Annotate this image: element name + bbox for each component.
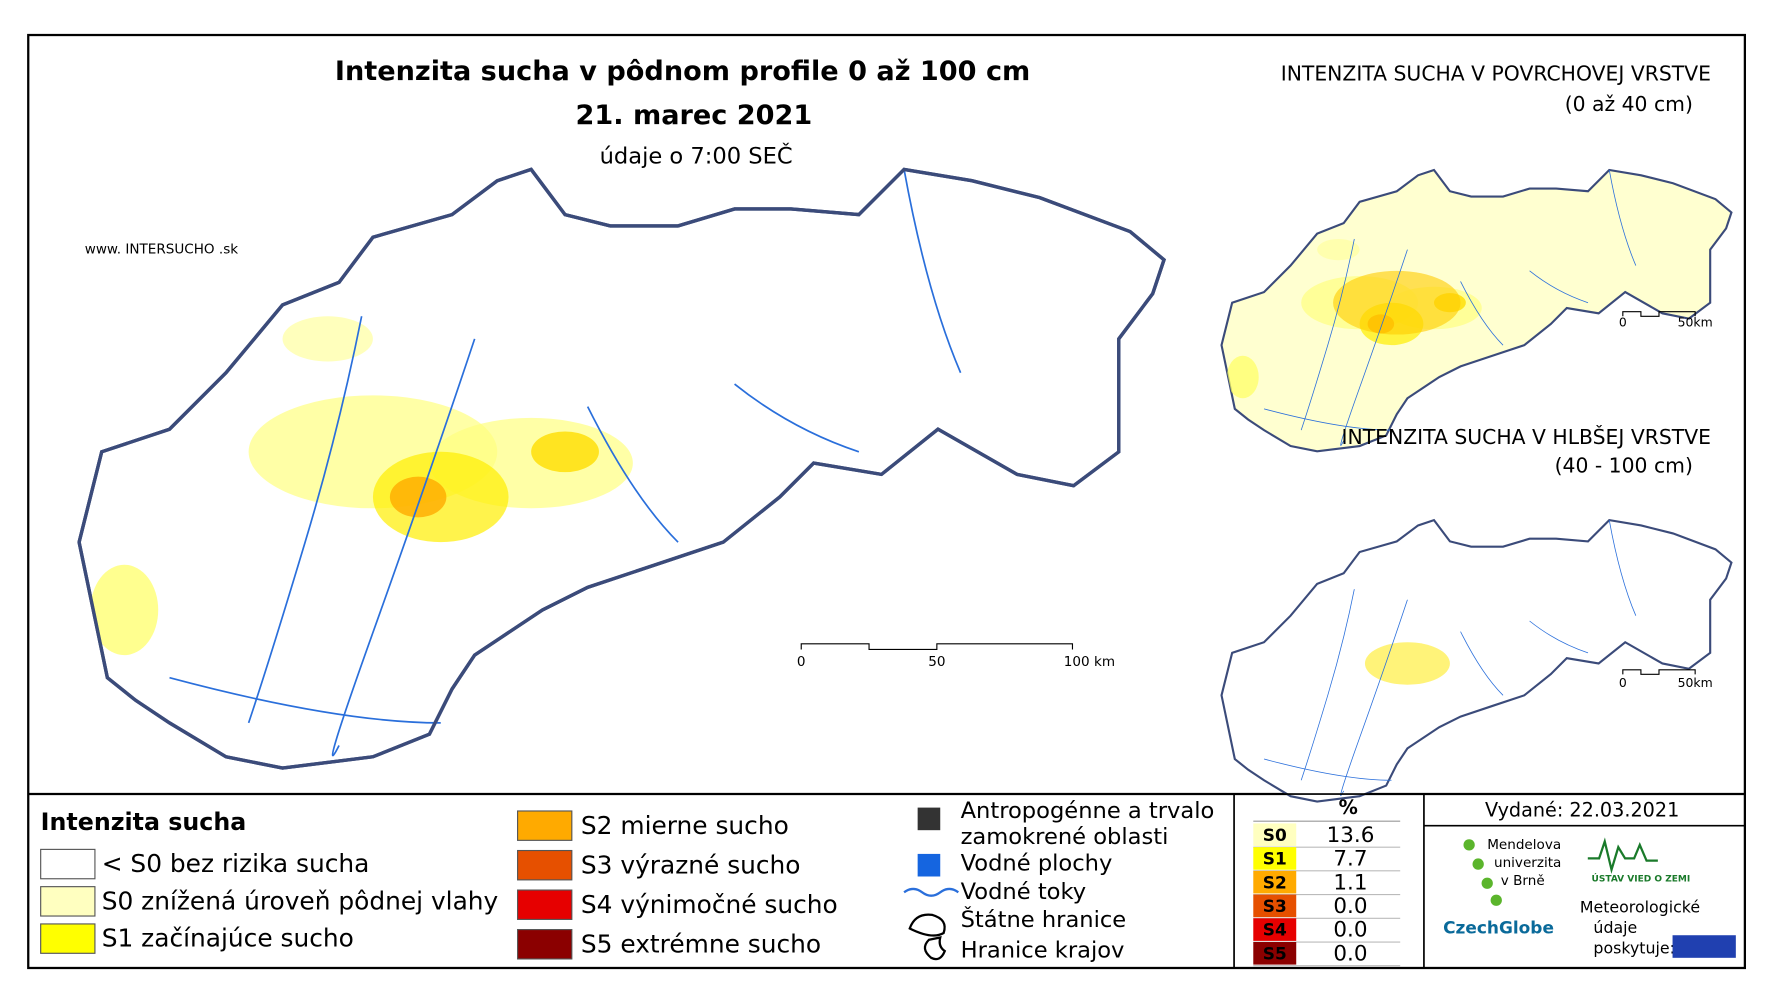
website: www. INTERSUCHO .sk bbox=[85, 242, 239, 258]
table-swatch bbox=[1253, 894, 1297, 918]
table-swatch bbox=[1253, 870, 1297, 894]
legend-label: S2 mierne sucho bbox=[581, 811, 789, 840]
legend-swatch bbox=[517, 929, 573, 960]
scales bbox=[800, 311, 1696, 675]
inset-map-2 bbox=[1220, 519, 1733, 803]
symbol-label-line: Antropogénne a trvalo bbox=[961, 797, 1215, 823]
legend-swatch bbox=[40, 923, 96, 954]
symbol-label: Vodné plochy bbox=[961, 851, 1113, 877]
logo-dot bbox=[1481, 877, 1493, 889]
table-swatch bbox=[1253, 823, 1297, 846]
percent: 0.0 bbox=[1333, 918, 1367, 943]
logo-text: v Brně bbox=[1501, 873, 1545, 889]
scale-label: 100 km bbox=[1064, 654, 1115, 670]
scale-label: 50km bbox=[1678, 315, 1713, 330]
percent: 7.7 bbox=[1333, 847, 1367, 872]
legend-label: S1 začínajúce sucho bbox=[102, 924, 354, 953]
logo-dot bbox=[1490, 894, 1502, 906]
inset-title: INTENZITA SUCHA V POVRCHOVEJ VRSTVE bbox=[1281, 62, 1711, 86]
logo-shmu bbox=[1672, 935, 1736, 958]
symbol-label: Antropogénne a trvalo zamokrené oblasti bbox=[961, 797, 1215, 849]
legend-label: S0 znížená úroveň pôdnej vlahy bbox=[102, 886, 499, 915]
logo-text: Mendelova bbox=[1487, 837, 1561, 853]
class-code: S4 bbox=[1263, 920, 1287, 940]
legend-swatch bbox=[517, 889, 573, 920]
table-frame bbox=[1233, 793, 1425, 969]
symbol-border bbox=[908, 913, 946, 937]
inset-subtitle: (40 - 100 cm) bbox=[1555, 453, 1693, 477]
logo-ustav: ÚSTAV VIED O ZEMI bbox=[1592, 872, 1691, 884]
percent: 13.6 bbox=[1327, 823, 1375, 848]
table-swatch bbox=[1253, 918, 1297, 941]
legend-label: < S0 bez rizika sucha bbox=[102, 849, 370, 878]
legend-swatch bbox=[517, 849, 573, 881]
class-code: S2 bbox=[1263, 872, 1287, 892]
inset-map-1 bbox=[1220, 168, 1733, 453]
symbol-label: Hranice krajov bbox=[961, 938, 1125, 964]
scale-label: 0 bbox=[1619, 675, 1627, 690]
provider-text: poskytuje: bbox=[1593, 938, 1675, 957]
title: Intenzita sucha v pôdnom profile 0 až 10… bbox=[335, 56, 1030, 87]
symbol-urban bbox=[917, 807, 941, 831]
legend-swatch bbox=[517, 810, 573, 841]
logo-ecg bbox=[1587, 837, 1658, 875]
percent: 1.1 bbox=[1333, 870, 1367, 895]
symbol-region bbox=[923, 936, 947, 961]
logo-text: univerzita bbox=[1494, 855, 1561, 871]
table-swatch bbox=[1253, 847, 1297, 870]
scale-label: 0 bbox=[1619, 315, 1627, 330]
legend-swatch bbox=[40, 886, 96, 917]
legend-label: S4 výnimočné sucho bbox=[581, 890, 838, 919]
table-header: % bbox=[1339, 796, 1358, 819]
legend-label: S3 výrazné sucho bbox=[581, 850, 801, 879]
provider-text: údaje bbox=[1593, 918, 1637, 937]
class-code: S1 bbox=[1263, 849, 1287, 869]
legend-label: S5 extrémne sucho bbox=[581, 929, 821, 958]
percent: 0.0 bbox=[1333, 894, 1367, 919]
class-code: S3 bbox=[1263, 896, 1287, 916]
symbol-label: Vodné toky bbox=[961, 879, 1087, 905]
logo-dot bbox=[1463, 839, 1475, 851]
scale-label: 50km bbox=[1678, 675, 1713, 690]
symbol-label: Štátne hranice bbox=[961, 905, 1127, 933]
date: 21. marec 2021 bbox=[575, 100, 812, 131]
class-code: S0 bbox=[1263, 825, 1287, 845]
class-code: S5 bbox=[1263, 943, 1287, 963]
issued-date: Vydané: 22.03.2021 bbox=[1485, 798, 1679, 821]
scale-label: 0 bbox=[797, 654, 806, 670]
symbol-river bbox=[903, 887, 960, 897]
legend-swatch bbox=[40, 848, 96, 880]
time: údaje o 7:00 SEČ bbox=[600, 142, 793, 170]
inset-subtitle: (0 až 40 cm) bbox=[1565, 92, 1693, 116]
scale-label: 50 bbox=[928, 654, 945, 670]
logo-czechglobe: CzechGlobe bbox=[1443, 917, 1554, 937]
legend-title: Intenzita sucha bbox=[41, 808, 247, 836]
inset-title: INTENZITA SUCHA V HLBŠEJ VRSTVE bbox=[1342, 424, 1711, 449]
provider-text: Meteorologické bbox=[1580, 898, 1700, 917]
table-swatch bbox=[1253, 942, 1297, 965]
symbol-water bbox=[917, 853, 941, 877]
percent: 0.0 bbox=[1333, 941, 1367, 966]
logo-dot bbox=[1472, 858, 1484, 870]
symbol-label-line: zamokrené oblasti bbox=[961, 823, 1169, 849]
